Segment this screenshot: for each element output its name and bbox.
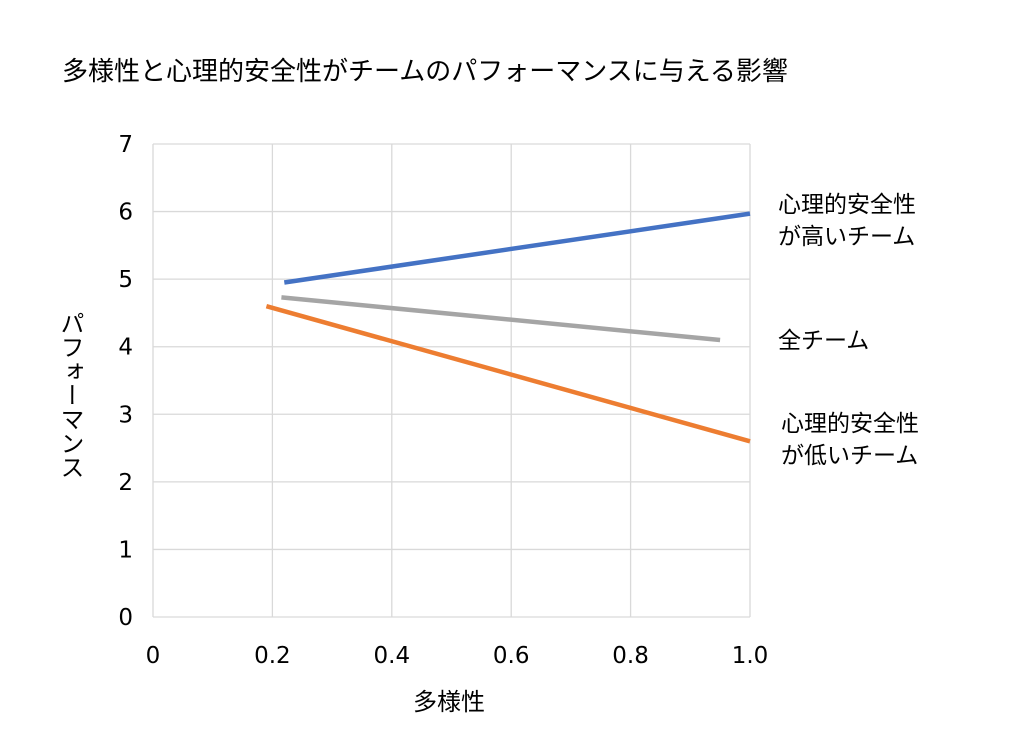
series-line-2 bbox=[281, 295, 721, 343]
chart-title: 多様性と心理的安全性がチームのパフォーマンスに与える影響 bbox=[62, 57, 788, 87]
y-tick-label: 2 bbox=[118, 470, 133, 496]
series-label-2: 全チーム bbox=[778, 328, 869, 354]
x-tick-label: 0 bbox=[146, 643, 161, 669]
x-tick-label: 0.8 bbox=[612, 643, 649, 669]
grid bbox=[152, 143, 751, 618]
y-axis-label: パフォーマンス bbox=[56, 311, 84, 479]
y-tick-label: 7 bbox=[118, 132, 133, 158]
y-tick-label: 3 bbox=[118, 402, 133, 428]
x-tick-label: 0.6 bbox=[493, 643, 530, 669]
series-label-3: 心理的安全性が低いチーム bbox=[781, 411, 919, 469]
x-tick-label: 1.0 bbox=[732, 643, 769, 669]
y-tick-label: 4 bbox=[118, 335, 133, 361]
x-axis-label: 多様性 bbox=[413, 688, 485, 716]
series-lines bbox=[265, 211, 751, 444]
series-line-1 bbox=[283, 211, 751, 285]
y-tick-label: 0 bbox=[118, 605, 133, 631]
y-tick-label: 5 bbox=[118, 267, 133, 293]
series-label-line: が高いチーム bbox=[778, 224, 915, 250]
series-label-line: 心理的安全性 bbox=[778, 192, 916, 218]
series-label-line: が低いチーム bbox=[781, 443, 918, 469]
y-tick-label: 1 bbox=[118, 537, 133, 563]
series-label-line: 全チーム bbox=[778, 328, 869, 354]
series-line-3 bbox=[265, 304, 751, 444]
series-label-line: 心理的安全性 bbox=[781, 411, 919, 437]
series-label-1: 心理的安全性が高いチーム bbox=[778, 192, 916, 250]
y-tick-label: 6 bbox=[118, 200, 133, 226]
x-tick-label: 0.2 bbox=[254, 643, 291, 669]
x-tick-label: 0.4 bbox=[374, 643, 411, 669]
tick-labels: 0 1 2 3 4 5 6 7 0 0.2 0.4 0.6 0.8 1.0 bbox=[118, 132, 768, 669]
